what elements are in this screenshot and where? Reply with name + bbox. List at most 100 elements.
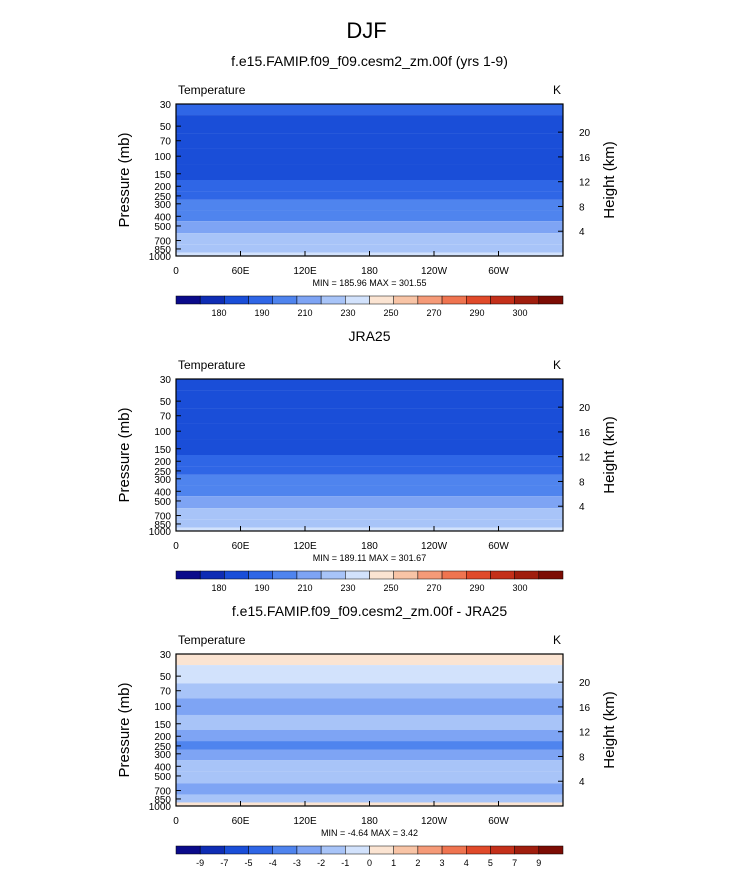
y-tick-label: 850	[154, 795, 171, 806]
y-axis-label-right: Height (km)	[601, 691, 618, 769]
colorbar-label: 180	[211, 583, 226, 593]
min-max-stats: MIN = 185.96 MAX = 301.55	[312, 278, 426, 288]
data-band	[176, 408, 563, 424]
colorbar-label: 230	[340, 583, 355, 593]
colorbar-swatch	[296, 570, 322, 580]
colorbar-label: 300	[512, 583, 527, 593]
data-band	[176, 115, 563, 134]
colorbar-swatch	[417, 295, 443, 305]
x-tick-label: 60E	[232, 816, 250, 827]
colorbar-swatch	[199, 570, 225, 580]
x-tick-label: 60E	[232, 266, 250, 277]
colorbar-swatch	[248, 295, 273, 305]
data-band	[176, 698, 563, 715]
chart-panel-3: f.e15.FAMIP.f09_f09.cesm2_zm.00f - JRA25…	[116, 603, 618, 868]
x-tick-label: 180	[361, 816, 378, 827]
colorbar-label: 250	[383, 308, 398, 318]
y-tick-label: 70	[160, 137, 172, 148]
colorbar-swatch	[224, 295, 249, 305]
colorbar-swatch	[175, 295, 201, 305]
data-band	[176, 466, 563, 475]
colorbar-swatch	[393, 570, 419, 580]
data-band	[176, 455, 563, 467]
colorbar-label: -2	[317, 858, 325, 868]
height-tick-label: 12	[579, 728, 591, 739]
data-band	[176, 164, 563, 180]
y-tick-label: 400	[154, 762, 171, 773]
data-band	[176, 508, 563, 520]
colorbar-swatch	[538, 570, 564, 580]
colorbar-swatch	[490, 845, 515, 855]
colorbar-label: 290	[469, 583, 484, 593]
colorbar-swatch	[369, 845, 394, 855]
colorbar-label: 3	[440, 858, 445, 868]
y-tick-label: 700	[154, 787, 171, 798]
data-band	[176, 221, 563, 234]
data-band	[176, 390, 563, 409]
colorbar-swatch	[514, 845, 540, 855]
colorbar-swatch	[466, 295, 491, 305]
colorbar-swatch	[224, 570, 249, 580]
colorbar-label: 190	[254, 583, 269, 593]
data-band	[176, 191, 563, 200]
colorbar-label: 9	[536, 858, 541, 868]
data-band	[176, 210, 563, 222]
y-tick-label: 300	[154, 200, 171, 211]
y-axis-label-right: Height (km)	[601, 141, 618, 219]
colorbar-swatch	[320, 570, 346, 580]
data-band	[176, 379, 563, 391]
colorbar-label: -1	[341, 858, 349, 868]
chart-title: JRA25	[348, 328, 390, 344]
x-tick-label: 180	[361, 541, 378, 552]
colorbar-label: 2	[415, 858, 420, 868]
x-tick-label: 120W	[421, 266, 448, 277]
colorbar-label: 270	[426, 583, 441, 593]
chart-title: f.e15.FAMIP.f09_f09.cesm2_zm.00f (yrs 1-…	[231, 53, 508, 69]
x-tick-label: 180	[361, 266, 378, 277]
height-tick-label: 20	[579, 678, 591, 689]
colorbar-swatch	[441, 295, 467, 305]
y-tick-label: 30	[160, 100, 172, 111]
height-tick-label: 4	[579, 777, 585, 788]
height-tick-label: 20	[579, 128, 591, 139]
colorbar-swatch	[417, 845, 443, 855]
colorbar-label: 210	[297, 308, 312, 318]
colorbar-label: 210	[297, 583, 312, 593]
colorbar-swatch	[199, 295, 225, 305]
colorbar-label: -7	[220, 858, 228, 868]
height-tick-label: 16	[579, 428, 591, 439]
data-band	[176, 683, 563, 699]
colorbar-swatch	[248, 845, 273, 855]
colorbar-label: 290	[469, 308, 484, 318]
colorbar-swatch	[199, 845, 225, 855]
colorbar-label: 300	[512, 308, 527, 318]
data-band	[176, 485, 563, 497]
x-tick-label: 0	[173, 816, 179, 827]
y-axis-label-right: Height (km)	[601, 416, 618, 494]
x-tick-label: 120E	[293, 541, 317, 552]
colorbar-swatch	[369, 570, 394, 580]
x-tick-label: 60W	[488, 816, 509, 827]
y-tick-label: 1000	[149, 527, 172, 538]
units-label: K	[553, 633, 561, 647]
y-tick-label: 150	[154, 720, 171, 731]
height-tick-label: 8	[579, 202, 585, 213]
data-band	[176, 783, 563, 795]
y-tick-label: 250	[154, 192, 171, 203]
y-tick-label: 200	[154, 732, 171, 743]
colorbar-label: 180	[211, 308, 226, 318]
y-axis-label: Pressure (mb)	[116, 132, 133, 227]
y-tick-label: 850	[154, 245, 171, 256]
data-band	[176, 244, 563, 253]
x-tick-label: 120W	[421, 541, 448, 552]
data-band	[176, 741, 563, 750]
colorbar-swatch	[490, 570, 515, 580]
colorbar-swatch	[393, 295, 419, 305]
data-band	[176, 749, 563, 761]
height-tick-label: 8	[579, 477, 585, 488]
height-tick-label: 16	[579, 703, 591, 714]
y-tick-label: 100	[154, 427, 171, 438]
colorbar-label: 7	[512, 858, 517, 868]
page-title: DJF	[346, 18, 387, 43]
y-tick-label: 300	[154, 750, 171, 761]
